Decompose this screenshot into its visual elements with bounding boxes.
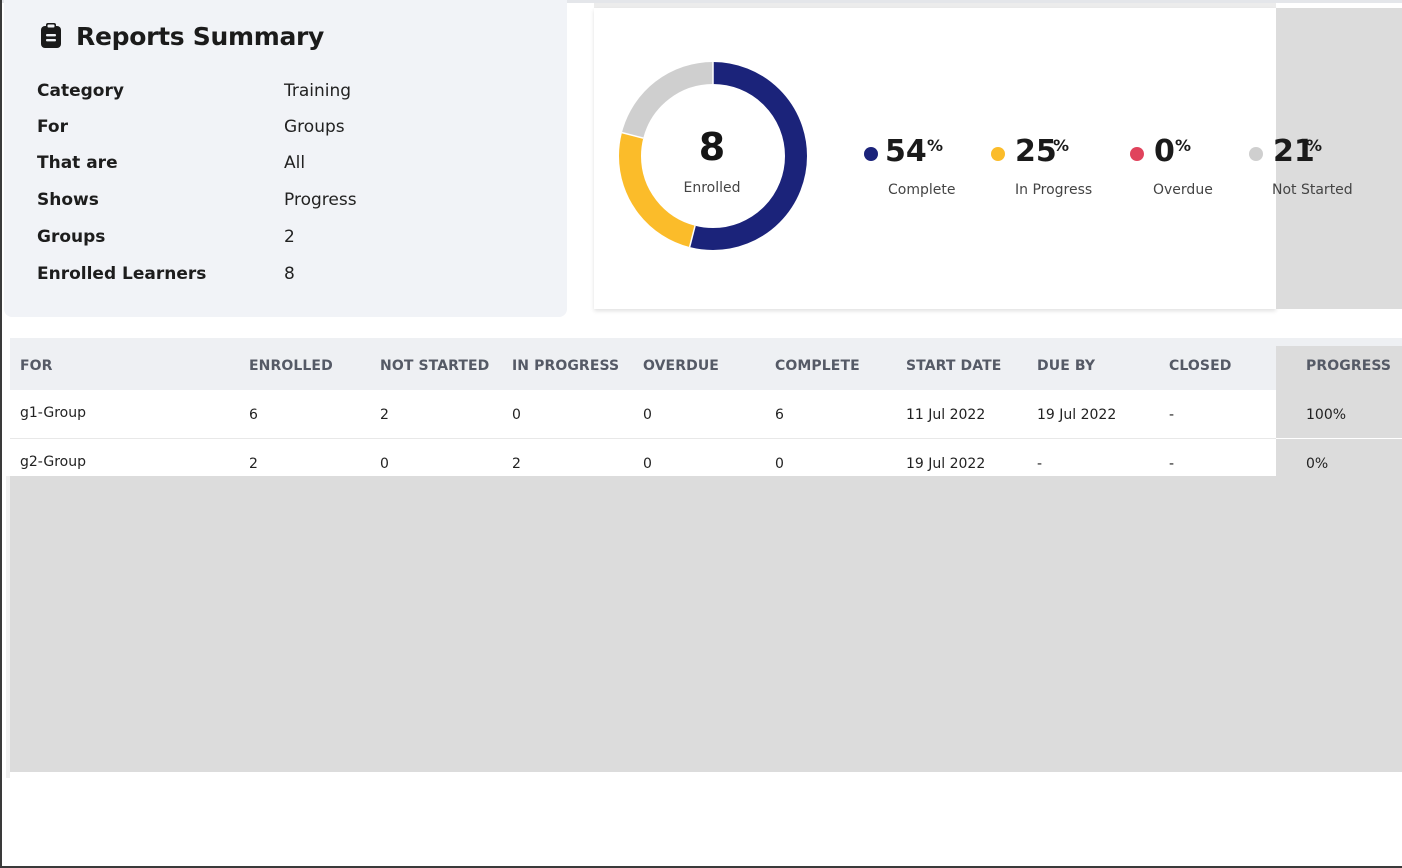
info-value: All bbox=[284, 153, 306, 173]
cell-start-date: 19 Jul 2022 bbox=[906, 456, 986, 472]
summary-header: Reports Summary bbox=[40, 20, 324, 52]
enrollment-donut-chart bbox=[619, 62, 807, 250]
stat-unit: % bbox=[1053, 136, 1070, 155]
top-shadow bbox=[0, 0, 1402, 3]
not-started-dot-icon bbox=[1249, 147, 1263, 161]
table-row-overflow bbox=[1276, 439, 1402, 476]
info-value: Groups bbox=[284, 117, 345, 137]
info-row-groups: Groups 2 bbox=[37, 227, 537, 249]
cell-enrolled: 2 bbox=[249, 456, 258, 472]
cell-progress: 100% bbox=[1306, 407, 1347, 423]
progress-chart-card bbox=[594, 8, 1276, 309]
cell-start-date: 11 Jul 2022 bbox=[906, 407, 986, 423]
cell-closed: - bbox=[1169, 407, 1175, 423]
info-row-that-are: That are All bbox=[37, 153, 537, 175]
cell-for: g2-Group bbox=[20, 454, 86, 470]
donut-segment-in-progress bbox=[619, 62, 807, 250]
cell-overdue: 0 bbox=[643, 407, 652, 423]
column-header-due-by[interactable]: DUE BY bbox=[1037, 358, 1096, 374]
column-header-closed[interactable]: CLOSED bbox=[1169, 358, 1232, 374]
info-label: Enrolled Learners bbox=[37, 264, 207, 284]
column-header-for[interactable]: FOR bbox=[20, 358, 53, 374]
cell-complete: 6 bbox=[775, 407, 784, 423]
info-label: Shows bbox=[37, 190, 99, 210]
cell-due-by: - bbox=[1037, 456, 1043, 472]
complete-dot-icon bbox=[864, 147, 878, 161]
table-header-overflow bbox=[1276, 346, 1402, 390]
info-label: Groups bbox=[37, 227, 106, 247]
cell-enrolled: 6 bbox=[249, 407, 258, 423]
column-header-complete[interactable]: COMPLETE bbox=[775, 358, 860, 374]
cell-not-started: 2 bbox=[380, 407, 389, 423]
info-row-shows: Shows Progress bbox=[37, 190, 537, 212]
column-header-enrolled[interactable]: ENROLLED bbox=[249, 358, 333, 374]
cell-due-by: 19 Jul 2022 bbox=[1037, 407, 1117, 423]
donut-center-label: Enrolled bbox=[683, 180, 741, 196]
column-header-progress[interactable]: PROGRESS bbox=[1306, 358, 1392, 374]
cell-in-progress: 0 bbox=[512, 407, 521, 423]
stat-in-progress: 25 % In Progress bbox=[991, 134, 1121, 204]
cell-progress: 0% bbox=[1306, 456, 1329, 472]
empty-area bbox=[10, 476, 1402, 772]
clipboard-icon bbox=[41, 23, 61, 48]
summary-title: Reports Summary bbox=[76, 21, 325, 51]
stat-overdue: 0 % Overdue bbox=[1130, 134, 1230, 204]
window-frame-left bbox=[0, 0, 2, 868]
table-row[interactable] bbox=[10, 439, 1276, 476]
donut-separator bbox=[621, 131, 644, 139]
info-row-enrolled-learners: Enrolled Learners 8 bbox=[37, 264, 537, 286]
table-header bbox=[10, 346, 1276, 390]
info-label: For bbox=[37, 117, 68, 137]
info-value: 8 bbox=[284, 264, 295, 284]
stat-not-started: 21 % Not Started bbox=[1249, 134, 1389, 204]
reports-summary-panel: Reports Summary Category Training For Gr… bbox=[4, 0, 567, 317]
cell-closed: - bbox=[1169, 456, 1175, 472]
info-label: Category bbox=[37, 81, 124, 101]
overdue-dot-icon bbox=[1130, 147, 1144, 161]
card-top-border bbox=[594, 3, 1276, 8]
stat-value: 25 bbox=[1015, 134, 1057, 169]
info-label: That are bbox=[37, 153, 118, 173]
stat-label: Overdue bbox=[1153, 182, 1213, 198]
info-value: Training bbox=[284, 81, 352, 101]
cell-complete: 0 bbox=[775, 456, 784, 472]
table-row[interactable] bbox=[10, 390, 1276, 438]
stat-label: Complete bbox=[888, 182, 956, 198]
stat-complete: 54 % Complete bbox=[864, 134, 984, 204]
in-progress-dot-icon bbox=[991, 147, 1005, 161]
stat-label: In Progress bbox=[1015, 182, 1093, 198]
column-header-start-date[interactable]: START DATE bbox=[906, 358, 1002, 374]
card-overflow-area bbox=[1276, 8, 1402, 309]
empty-area-edge bbox=[6, 476, 10, 778]
info-row-category: Category Training bbox=[37, 81, 537, 103]
cell-in-progress: 2 bbox=[512, 456, 521, 472]
stat-label: Not Started bbox=[1272, 182, 1353, 198]
window-frame-bottom bbox=[0, 866, 1402, 868]
table-row-overflow bbox=[1276, 390, 1402, 438]
table-top-border bbox=[10, 338, 1402, 346]
column-header-in-progress[interactable]: IN PROGRESS bbox=[512, 358, 620, 374]
cell-overdue: 0 bbox=[643, 456, 652, 472]
donut-center-value: 8 bbox=[698, 125, 726, 169]
column-header-not-started[interactable]: NOT STARTED bbox=[380, 358, 490, 374]
row-divider bbox=[10, 438, 1276, 439]
donut-separator bbox=[688, 225, 696, 248]
cell-for: g1-Group bbox=[20, 405, 86, 421]
stat-value: 21 bbox=[1273, 134, 1315, 169]
stat-unit: % bbox=[1306, 136, 1323, 155]
stat-unit: % bbox=[927, 136, 944, 155]
stat-value: 54 bbox=[885, 134, 927, 169]
column-header-overdue[interactable]: OVERDUE bbox=[643, 358, 719, 374]
stat-unit: % bbox=[1175, 136, 1192, 155]
info-row-for: For Groups bbox=[37, 117, 537, 139]
cell-not-started: 0 bbox=[380, 456, 389, 472]
info-value: 2 bbox=[284, 227, 295, 247]
info-value: Progress bbox=[284, 190, 357, 210]
stat-value: 0 bbox=[1154, 134, 1175, 169]
